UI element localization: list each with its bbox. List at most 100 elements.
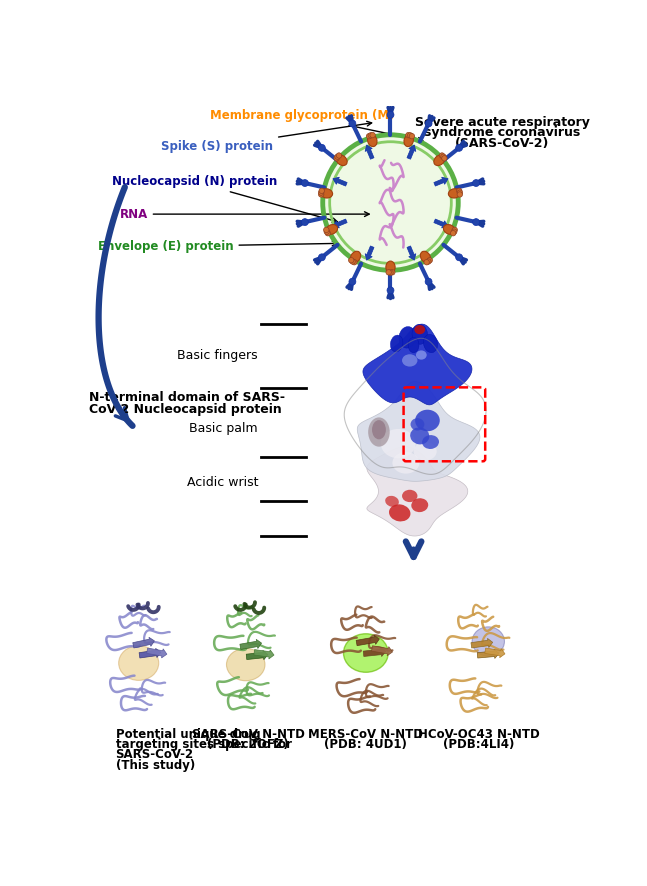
FancyArrow shape <box>434 177 448 186</box>
Circle shape <box>388 270 393 276</box>
Text: Severe acute respiratory: Severe acute respiratory <box>415 115 589 128</box>
FancyArrow shape <box>247 650 268 660</box>
Circle shape <box>457 190 463 195</box>
Circle shape <box>387 112 394 118</box>
Circle shape <box>457 191 463 198</box>
Polygon shape <box>363 324 472 405</box>
FancyArrow shape <box>477 649 499 658</box>
FancyArrow shape <box>240 640 261 649</box>
Ellipse shape <box>448 189 461 198</box>
Ellipse shape <box>325 224 338 235</box>
Ellipse shape <box>336 155 347 166</box>
Circle shape <box>452 227 457 232</box>
Circle shape <box>441 154 446 159</box>
Text: targeting sites specific for: targeting sites specific for <box>116 739 292 751</box>
FancyArrow shape <box>139 649 161 658</box>
FancyArrow shape <box>363 648 386 657</box>
Ellipse shape <box>385 496 399 507</box>
Circle shape <box>370 132 375 138</box>
Circle shape <box>450 230 456 236</box>
Ellipse shape <box>381 429 415 458</box>
Circle shape <box>386 269 391 275</box>
Ellipse shape <box>472 626 505 657</box>
Text: (PDB: 4UD1): (PDB: 4UD1) <box>324 739 408 751</box>
Ellipse shape <box>393 452 419 474</box>
Circle shape <box>406 132 411 138</box>
Ellipse shape <box>402 354 417 367</box>
Ellipse shape <box>351 252 360 263</box>
Ellipse shape <box>414 325 425 334</box>
Circle shape <box>409 134 415 139</box>
Ellipse shape <box>404 135 413 146</box>
Ellipse shape <box>399 327 416 348</box>
Circle shape <box>318 191 324 198</box>
Ellipse shape <box>389 504 410 522</box>
Circle shape <box>408 133 413 138</box>
Circle shape <box>349 120 356 127</box>
Ellipse shape <box>368 417 389 447</box>
Polygon shape <box>367 447 468 536</box>
FancyArrow shape <box>147 648 167 658</box>
Circle shape <box>349 278 356 285</box>
Circle shape <box>455 253 463 260</box>
Text: Nucleocapsid (N) protein: Nucleocapsid (N) protein <box>112 175 337 222</box>
Circle shape <box>442 156 447 161</box>
FancyArrow shape <box>356 635 379 646</box>
Circle shape <box>439 152 444 159</box>
Text: N-terminal domain of SARS-: N-terminal domain of SARS- <box>89 392 285 404</box>
Ellipse shape <box>386 261 395 274</box>
FancyArrow shape <box>333 219 347 228</box>
Circle shape <box>389 269 395 275</box>
Ellipse shape <box>344 633 388 672</box>
FancyArrow shape <box>471 639 493 648</box>
Text: Potential unique drug: Potential unique drug <box>116 728 260 742</box>
Circle shape <box>324 229 329 235</box>
Ellipse shape <box>372 420 386 439</box>
Ellipse shape <box>422 435 439 449</box>
Text: MERS-CoV N-NTD: MERS-CoV N-NTD <box>309 728 423 742</box>
Circle shape <box>455 144 463 152</box>
Circle shape <box>318 190 324 195</box>
Circle shape <box>324 227 329 232</box>
Text: syndrome coronavirus: syndrome coronavirus <box>424 127 580 139</box>
FancyArrow shape <box>407 145 416 159</box>
Ellipse shape <box>415 409 440 431</box>
Ellipse shape <box>408 338 419 353</box>
FancyArrow shape <box>371 646 393 656</box>
Text: Acidic wrist: Acidic wrist <box>186 476 258 488</box>
Circle shape <box>336 152 342 159</box>
Circle shape <box>368 133 373 138</box>
Text: Envelope (E) protein: Envelope (E) protein <box>98 240 337 253</box>
FancyArrow shape <box>365 246 374 260</box>
Circle shape <box>352 260 357 265</box>
Polygon shape <box>357 382 480 481</box>
Circle shape <box>302 219 309 226</box>
Text: SARS-CoV N-NTD: SARS-CoV N-NTD <box>192 728 305 742</box>
Circle shape <box>318 253 325 260</box>
Circle shape <box>424 260 430 265</box>
FancyArrow shape <box>254 649 274 659</box>
Ellipse shape <box>367 135 377 146</box>
Text: Spike (S) protein: Spike (S) protein <box>161 121 371 153</box>
Ellipse shape <box>410 427 430 445</box>
Ellipse shape <box>118 646 159 680</box>
FancyArrow shape <box>407 246 416 260</box>
Text: SARS-CoV-2: SARS-CoV-2 <box>116 749 193 761</box>
FancyArrow shape <box>133 637 155 648</box>
Ellipse shape <box>320 189 333 198</box>
Circle shape <box>349 258 354 263</box>
Circle shape <box>335 154 340 159</box>
Circle shape <box>334 156 339 161</box>
Circle shape <box>457 188 462 193</box>
Circle shape <box>387 287 394 294</box>
Ellipse shape <box>434 155 445 166</box>
Text: RNA: RNA <box>120 207 369 221</box>
Circle shape <box>472 219 479 226</box>
Ellipse shape <box>390 335 403 352</box>
Text: (PDB:4LI4): (PDB:4LI4) <box>443 739 515 751</box>
Text: (This study): (This study) <box>116 758 195 772</box>
Circle shape <box>325 230 331 236</box>
Circle shape <box>319 188 324 193</box>
Circle shape <box>425 120 432 127</box>
FancyArrow shape <box>365 145 374 159</box>
